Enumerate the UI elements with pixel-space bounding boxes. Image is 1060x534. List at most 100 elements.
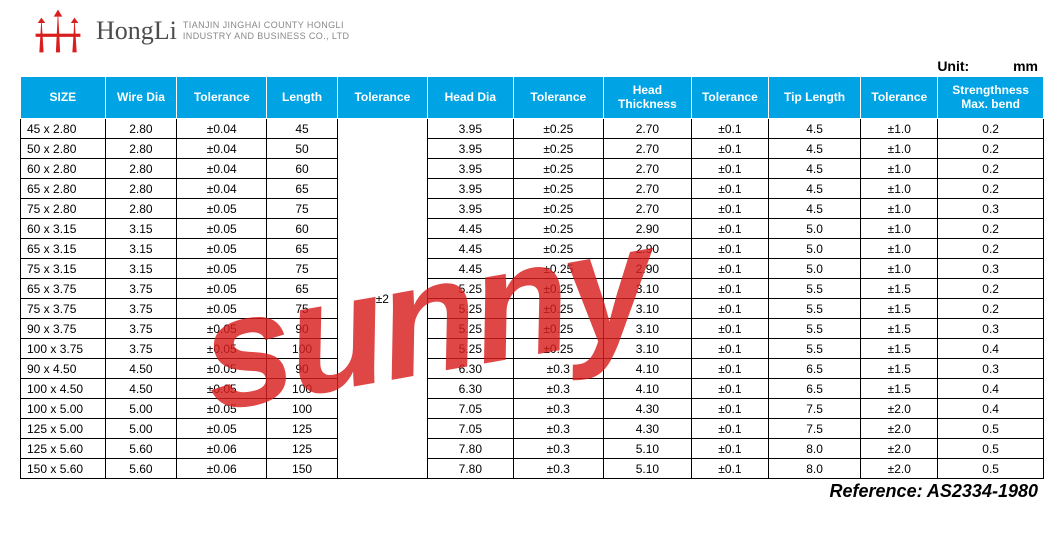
table-cell: ±0.04 — [177, 119, 267, 139]
table-cell: 4.5 — [768, 179, 860, 199]
table-cell: 8.0 — [768, 459, 860, 479]
table-cell: ±2.0 — [861, 459, 938, 479]
table-cell: 8.0 — [768, 439, 860, 459]
table-cell: ±1.5 — [861, 359, 938, 379]
table-cell: 0.2 — [938, 179, 1044, 199]
table-cell: ±0.1 — [691, 419, 768, 439]
table-cell: 6.30 — [427, 379, 513, 399]
table-cell: 0.2 — [938, 119, 1044, 139]
table-cell: 5.60 — [105, 459, 176, 479]
table-cell: 100 x 3.75 — [21, 339, 106, 359]
header: HongLi TIANJIN JINGHAI COUNTY HONGLI IND… — [0, 0, 1060, 58]
table-cell: 4.50 — [105, 379, 176, 399]
length-tolerance-merged: ±2 — [340, 292, 425, 306]
table-cell: 4.10 — [603, 379, 691, 399]
table-cell: 5.00 — [105, 399, 176, 419]
brand-subtitle: TIANJIN JINGHAI COUNTY HONGLI INDUSTRY A… — [183, 20, 350, 42]
table-cell: 75 x 2.80 — [21, 199, 106, 219]
table-cell: 2.80 — [105, 179, 176, 199]
table-cell: 75 x 3.15 — [21, 259, 106, 279]
table-cell: ±0.1 — [691, 159, 768, 179]
table-cell: 3.75 — [105, 319, 176, 339]
table-cell: ±0.04 — [177, 139, 267, 159]
table-cell: ±2.0 — [861, 419, 938, 439]
table-cell: 6.5 — [768, 359, 860, 379]
table-cell: ±0.3 — [513, 419, 603, 439]
table-cell: ±0.1 — [691, 139, 768, 159]
brand-block: HongLi TIANJIN JINGHAI COUNTY HONGLI IND… — [96, 16, 349, 46]
table-cell: ±0.25 — [513, 259, 603, 279]
table-cell: 90 — [267, 319, 337, 339]
table-cell: ±1.0 — [861, 199, 938, 219]
table-cell: 6.30 — [427, 359, 513, 379]
table-cell: 100 — [267, 399, 337, 419]
table-cell: ±0.05 — [177, 219, 267, 239]
table-cell: ±0.25 — [513, 239, 603, 259]
table-row: 60 x 2.802.80±0.04603.95±0.252.70±0.14.5… — [21, 159, 1044, 179]
col-tip-length: Tip Length — [768, 77, 860, 119]
table-cell: 7.5 — [768, 419, 860, 439]
table-cell: 7.80 — [427, 459, 513, 479]
table-cell: 3.15 — [105, 239, 176, 259]
table-cell: ±0.05 — [177, 399, 267, 419]
table-cell: 5.25 — [427, 339, 513, 359]
table-cell: 150 — [267, 459, 337, 479]
table-cell: ±1.0 — [861, 219, 938, 239]
table-cell: 0.4 — [938, 399, 1044, 419]
unit-value: mm — [1013, 58, 1038, 74]
table-cell: 2.90 — [603, 259, 691, 279]
table-cell: 90 x 4.50 — [21, 359, 106, 379]
table-cell: ±1.0 — [861, 119, 938, 139]
table-cell: 65 x 3.15 — [21, 239, 106, 259]
table-cell: 0.2 — [938, 159, 1044, 179]
table-cell: 3.95 — [427, 199, 513, 219]
table-row: 60 x 3.153.15±0.05604.45±0.252.90±0.15.0… — [21, 219, 1044, 239]
col-tolerance-5: Tolerance — [861, 77, 938, 119]
table-cell: 65 — [267, 239, 337, 259]
table-cell: ±0.1 — [691, 319, 768, 339]
table-row: 100 x 5.005.00±0.051007.05±0.34.30±0.17.… — [21, 399, 1044, 419]
table-cell: 2.80 — [105, 119, 176, 139]
table-cell: 75 — [267, 299, 337, 319]
table-cell: ±0.04 — [177, 179, 267, 199]
table-cell: 2.80 — [105, 199, 176, 219]
table-cell: ±0.25 — [513, 279, 603, 299]
table-cell: 150 x 5.60 — [21, 459, 106, 479]
table-cell: 2.90 — [603, 239, 691, 259]
table-cell: ±0.1 — [691, 119, 768, 139]
table-cell: 0.3 — [938, 359, 1044, 379]
unit-row: Unit: mm — [0, 58, 1060, 76]
table-cell: 100 — [267, 339, 337, 359]
table-cell: 5.10 — [603, 459, 691, 479]
table-cell: 3.10 — [603, 319, 691, 339]
table-cell: ±0.1 — [691, 359, 768, 379]
table-cell: 5.5 — [768, 319, 860, 339]
table-cell: 50 x 2.80 — [21, 139, 106, 159]
table-cell: 0.5 — [938, 439, 1044, 459]
table-cell: 5.0 — [768, 219, 860, 239]
table-cell: ±0.25 — [513, 119, 603, 139]
table-cell: 7.5 — [768, 399, 860, 419]
table-cell: 5.5 — [768, 299, 860, 319]
table-cell: ±0.05 — [177, 239, 267, 259]
table-cell: 125 x 5.00 — [21, 419, 106, 439]
table-cell: ±2 — [337, 119, 427, 479]
table-cell: 60 x 3.15 — [21, 219, 106, 239]
col-length: Length — [267, 77, 337, 119]
table-cell: ±0.04 — [177, 159, 267, 179]
table-cell: ±0.05 — [177, 339, 267, 359]
table-cell: ±0.05 — [177, 379, 267, 399]
table-row: 125 x 5.005.00±0.051257.05±0.34.30±0.17.… — [21, 419, 1044, 439]
table-cell: 4.45 — [427, 239, 513, 259]
table-cell: 45 — [267, 119, 337, 139]
table-cell: 5.0 — [768, 239, 860, 259]
table-cell: 2.80 — [105, 139, 176, 159]
table-row: 100 x 3.753.75±0.051005.25±0.253.10±0.15… — [21, 339, 1044, 359]
table-cell: 125 — [267, 419, 337, 439]
table-row: 150 x 5.605.60±0.061507.80±0.35.10±0.18.… — [21, 459, 1044, 479]
table-cell: 4.5 — [768, 139, 860, 159]
table-cell: ±0.3 — [513, 399, 603, 419]
table-cell: ±0.3 — [513, 379, 603, 399]
table-cell: 2.70 — [603, 199, 691, 219]
table-cell: 0.5 — [938, 419, 1044, 439]
